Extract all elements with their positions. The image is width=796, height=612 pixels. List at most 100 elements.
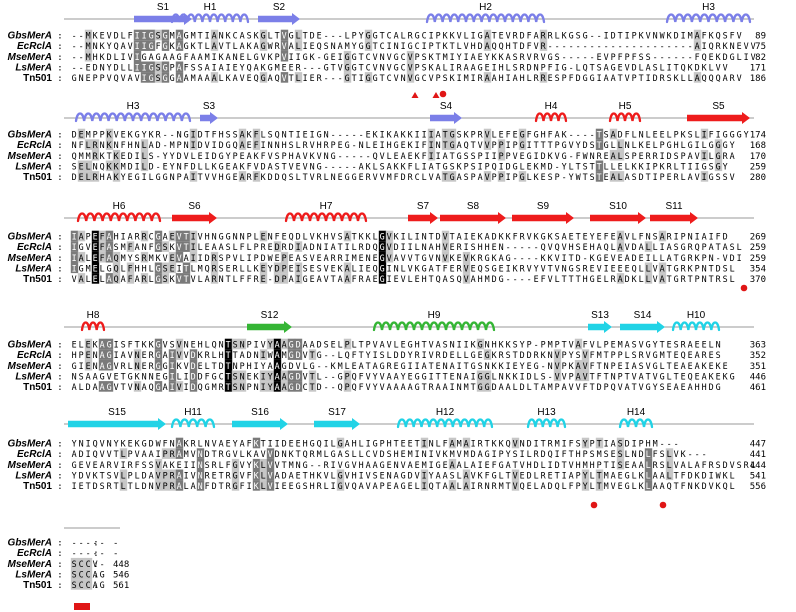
- strand-s7: S7: [408, 201, 438, 224]
- conservation-shade: [595, 469, 604, 481]
- cysteine-dot: [590, 501, 598, 509]
- helix-h6: H6: [76, 201, 162, 223]
- conservation-shade: [77, 568, 86, 580]
- conservation-shade: [224, 338, 233, 350]
- conservation-shade: [378, 273, 387, 284]
- conservation-shade: [483, 40, 492, 51]
- end-position: 75: [755, 42, 766, 52]
- conservation-shade: [98, 230, 107, 242]
- ss-label: H12: [436, 407, 455, 418]
- conservation-shade: [581, 359, 590, 371]
- conservation-shade: [308, 370, 317, 382]
- helix-h5: H5: [608, 101, 642, 123]
- helix-h10: H10: [671, 310, 721, 332]
- conservation-shade: [175, 469, 184, 481]
- conservation-shade: [168, 262, 177, 274]
- conservation-shade: [420, 469, 429, 481]
- conservation-shade: [133, 29, 142, 41]
- sequence-name: Tn501: [23, 580, 52, 591]
- sequence-name: EcRclA: [17, 242, 52, 253]
- conservation-shade: [154, 349, 163, 360]
- strand-s16: S16: [232, 407, 288, 430]
- conservation-shade: [168, 359, 177, 371]
- conservation-shade: [714, 139, 723, 150]
- helix-h2: H2: [425, 2, 546, 24]
- conservation-shade: [161, 448, 170, 459]
- helix-coil: [284, 212, 368, 223]
- helix-coil: [526, 418, 567, 429]
- conservation-shade: [280, 338, 289, 350]
- conservation-shade: [112, 262, 121, 274]
- sequence-row: LsMerA: Y D V K T S V L P L D A V P R A I V N R E T R G V F K L V A D A E…: [15, 469, 766, 481]
- conservation-shade: [665, 458, 674, 470]
- end-position: 447: [750, 440, 766, 450]
- strand-arrow: [650, 212, 698, 224]
- conservation-shade: [294, 381, 303, 392]
- alignment-block: GbsMerA: - - - - - -:EcRclA: - - - - - -:MseMerA: S C C…: [8, 527, 129, 610]
- helix-h1: H1: [170, 2, 250, 24]
- conservation-shade: [182, 241, 191, 252]
- conservation-shade: [266, 448, 275, 459]
- conservation-shade: [210, 251, 219, 263]
- strand-s14: S14: [620, 310, 665, 333]
- conservation-shade: [462, 437, 471, 449]
- sequence-name: MseMerA: [8, 460, 52, 471]
- conservation-shade: [497, 149, 506, 161]
- conservation-shade: [539, 29, 548, 41]
- conservation-shade: [266, 458, 275, 470]
- conservation-shade: [196, 480, 205, 491]
- separator: :: [57, 461, 62, 471]
- conservation-shade: [84, 139, 93, 150]
- conservation-shade: [266, 469, 275, 481]
- conservation-shade: [70, 579, 79, 590]
- sequence-row: LsMerA: N S A A G V E T G K N N E G I L I D D F G C T S N E K I Y A A G D…: [15, 370, 766, 382]
- conservation-shade: [84, 568, 93, 580]
- separator: :: [57, 275, 62, 285]
- conservation-shade: [189, 349, 198, 360]
- conservation-shade: [231, 381, 240, 392]
- conservation-shade: [140, 40, 149, 51]
- conservation-shade: [280, 50, 289, 62]
- conservation-shade: [154, 359, 163, 371]
- conservation-shade: [133, 40, 142, 51]
- conservation-shade: [448, 458, 457, 470]
- separator: :: [93, 570, 98, 580]
- conservation-shade: [294, 273, 303, 284]
- helix-coil: [396, 418, 494, 429]
- strand-s5: S5: [687, 101, 750, 124]
- ss-label: S14: [634, 310, 652, 321]
- helix-h13: H13: [526, 407, 567, 429]
- conservation-shade: [273, 273, 282, 284]
- strand-arrow: [258, 13, 300, 25]
- conservation-shade: [112, 160, 121, 172]
- conservation-shade: [98, 338, 107, 350]
- conservation-shade: [238, 338, 247, 350]
- conservation-shade: [77, 230, 86, 242]
- conservation-shade: [700, 171, 709, 182]
- conservation-shade: [574, 338, 583, 350]
- cysteine-dot: [659, 501, 667, 509]
- residue-sequence: -----: [72, 548, 105, 558]
- conservation-shade: [147, 61, 156, 73]
- conservation-shade: [483, 171, 492, 182]
- conservation-shade: [616, 139, 625, 150]
- conservation-shade: [406, 50, 415, 62]
- separator: :: [57, 264, 62, 274]
- conservation-shade: [483, 29, 492, 41]
- conservation-shade: [595, 171, 604, 182]
- conservation-shade: [616, 273, 625, 284]
- conservation-shade: [175, 241, 184, 252]
- ss-label: S15: [108, 407, 126, 418]
- conservation-shade: [259, 72, 268, 83]
- sequence-name: LsMerA: [15, 371, 52, 382]
- conservation-shade: [161, 29, 170, 41]
- separator: :: [57, 131, 62, 141]
- conservation-shade: [84, 338, 93, 350]
- helix-coil: [76, 212, 162, 223]
- conservation-shade: [595, 480, 604, 491]
